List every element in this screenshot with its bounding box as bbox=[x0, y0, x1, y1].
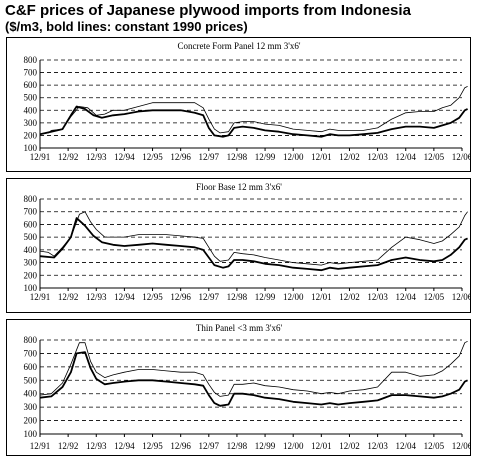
thin-panel-x-tick-label: 12/02 bbox=[339, 441, 360, 451]
floor-base-x-tick-label: 12/06 bbox=[452, 292, 470, 302]
concrete-form-panel-chart: Concrete Form Panel 12 mm 3'x6' 100 200 300… bbox=[6, 37, 471, 172]
concrete-form-panel-x-tick-label: 12/98 bbox=[227, 152, 248, 162]
concrete-form-panel-x-tick-label: 12/92 bbox=[58, 152, 79, 162]
floor-base-x-tick-label: 12/05 bbox=[424, 292, 445, 302]
floor-base-y-tick-label: 800 bbox=[24, 194, 38, 204]
floor-base-plot: Floor Base 12 mm 3'x6' 100 200 300 400 500 600… bbox=[24, 182, 471, 302]
concrete-form-panel-x-tick-label: 12/97 bbox=[199, 152, 220, 162]
floor-base-y-tick-label: 300 bbox=[24, 258, 38, 268]
concrete-form-panel-x-tick-label: 12/95 bbox=[142, 152, 163, 162]
floor-base-y-tick-label: 600 bbox=[24, 219, 38, 229]
floor-base-x-tick-label: 12/96 bbox=[170, 292, 191, 302]
floor-base-y-tick-label: 700 bbox=[24, 207, 38, 217]
concrete-form-panel-y-tick-label: 700 bbox=[24, 68, 38, 78]
thin-panel-x-tick-label: 12/99 bbox=[255, 441, 276, 451]
floor-base-bold-series-line bbox=[39, 217, 468, 272]
concrete-form-panel-x-tick-label: 12/02 bbox=[339, 152, 360, 162]
concrete-form-panel-plot: Concrete Form Panel 12 mm 3'x6' 100 200 300… bbox=[24, 41, 471, 162]
concrete-form-panel-x-tick-label: 12/01 bbox=[311, 152, 332, 162]
concrete-form-panel-x-tick-label: 12/93 bbox=[86, 152, 107, 162]
concrete-form-panel-x-tick-label: 12/99 bbox=[255, 152, 276, 162]
concrete-form-panel-x-tick-label: 12/04 bbox=[395, 152, 416, 162]
floor-base-y-tick-label: 400 bbox=[24, 245, 38, 255]
thin-panel-x-tick-label: 12/95 bbox=[142, 441, 163, 451]
concrete-form-panel-x-tick-label: 12/06 bbox=[452, 152, 470, 162]
concrete-form-panel-y-tick-label: 400 bbox=[24, 105, 38, 115]
concrete-form-panel-y-tick-label: 100 bbox=[24, 143, 38, 153]
thin-panel-x-tick-label: 12/03 bbox=[367, 441, 388, 451]
floor-base-title: Floor Base 12 mm 3'x6' bbox=[196, 182, 282, 192]
thin-panel-x-tick-label: 12/93 bbox=[86, 441, 107, 451]
floor-base-x-tick-label: 12/98 bbox=[227, 292, 248, 302]
thin-panel-y-tick-label: 400 bbox=[24, 389, 38, 399]
floor-base-thin-series-line bbox=[39, 211, 468, 266]
floor-base-x-tick-label: 12/95 bbox=[142, 292, 163, 302]
thin-panel-y-tick-label: 100 bbox=[24, 429, 38, 439]
thin-panel-x-tick-label: 12/04 bbox=[395, 441, 416, 451]
floor-base-x-tick-label: 12/00 bbox=[283, 292, 304, 302]
thin-panel-y-tick-label: 800 bbox=[24, 335, 38, 345]
thin-panel-y-tick-label: 600 bbox=[24, 362, 38, 372]
thin-panel-plot: Thin Panel <3 mm 3'x6' 100 200 300 400 500 600… bbox=[24, 323, 471, 451]
thin-panel-bold-series-line bbox=[39, 351, 468, 407]
concrete-form-panel-x-tick-label: 12/96 bbox=[170, 152, 191, 162]
floor-base-chart: Floor Base 12 mm 3'x6' 100 200 300 400 500 600… bbox=[6, 178, 471, 313]
floor-base-x-tick-label: 12/94 bbox=[114, 292, 135, 302]
thin-panel-x-tick-label: 12/06 bbox=[452, 441, 470, 451]
thin-panel-y-tick-label: 300 bbox=[24, 402, 38, 412]
concrete-form-panel-y-tick-label: 200 bbox=[24, 130, 38, 140]
floor-base-x-tick-label: 12/93 bbox=[86, 292, 107, 302]
thin-panel-title: Thin Panel <3 mm 3'x6' bbox=[196, 323, 283, 333]
concrete-form-panel-title: Concrete Form Panel 12 mm 3'x6' bbox=[178, 41, 301, 51]
thin-panel-x-tick-label: 12/91 bbox=[30, 441, 51, 451]
concrete-form-panel-x-tick-label: 12/03 bbox=[367, 152, 388, 162]
floor-base-x-tick-label: 12/03 bbox=[367, 292, 388, 302]
concrete-form-panel-y-tick-label: 300 bbox=[24, 118, 38, 128]
thin-panel-x-tick-label: 12/92 bbox=[58, 441, 79, 451]
chart-heading: C&F prices of Japanese plywood imports f… bbox=[5, 2, 411, 35]
concrete-form-panel-x-tick-label: 12/00 bbox=[283, 152, 304, 162]
thin-panel-thin-series-line bbox=[39, 340, 468, 397]
thin-panel-x-tick-label: 12/96 bbox=[170, 441, 191, 451]
thin-panel-x-tick-label: 12/05 bbox=[424, 441, 445, 451]
concrete-form-panel-x-tick-label: 12/05 bbox=[424, 152, 445, 162]
floor-base-x-tick-label: 12/97 bbox=[199, 292, 220, 302]
concrete-form-panel-y-tick-label: 600 bbox=[24, 80, 38, 90]
thin-panel-y-tick-label: 700 bbox=[24, 348, 38, 358]
floor-base-x-tick-label: 12/92 bbox=[58, 292, 79, 302]
concrete-form-panel-bold-series-line bbox=[39, 105, 468, 138]
floor-base-x-tick-label: 12/04 bbox=[395, 292, 416, 302]
floor-base-y-tick-label: 200 bbox=[24, 270, 38, 280]
concrete-form-panel-x-tick-label: 12/94 bbox=[114, 152, 135, 162]
floor-base-x-tick-label: 12/02 bbox=[339, 292, 360, 302]
concrete-form-panel-x-tick-label: 12/91 bbox=[30, 152, 51, 162]
page-title: C&F prices of Japanese plywood imports f… bbox=[5, 2, 411, 19]
thin-panel-x-tick-label: 12/98 bbox=[227, 441, 248, 451]
concrete-form-panel-y-tick-label: 800 bbox=[24, 55, 38, 65]
thin-panel-y-tick-label: 500 bbox=[24, 375, 38, 385]
thin-panel-x-tick-label: 12/00 bbox=[283, 441, 304, 451]
thin-panel-chart: Thin Panel <3 mm 3'x6' 100 200 300 400 500 600… bbox=[6, 319, 471, 456]
floor-base-x-tick-label: 12/91 bbox=[30, 292, 51, 302]
page-subtitle: ($/m3, bold lines: constant 1990 prices) bbox=[5, 19, 248, 34]
thin-panel-y-tick-label: 200 bbox=[24, 416, 38, 426]
concrete-form-panel-thin-series-line bbox=[39, 86, 468, 135]
thin-panel-x-tick-label: 12/94 bbox=[114, 441, 135, 451]
floor-base-x-tick-label: 12/01 bbox=[311, 292, 332, 302]
floor-base-y-tick-label: 500 bbox=[24, 232, 38, 242]
floor-base-x-tick-label: 12/99 bbox=[255, 292, 276, 302]
floor-base-y-tick-label: 100 bbox=[24, 283, 38, 293]
concrete-form-panel-y-tick-label: 500 bbox=[24, 93, 38, 103]
thin-panel-x-tick-label: 12/01 bbox=[311, 441, 332, 451]
thin-panel-x-tick-label: 12/97 bbox=[199, 441, 220, 451]
